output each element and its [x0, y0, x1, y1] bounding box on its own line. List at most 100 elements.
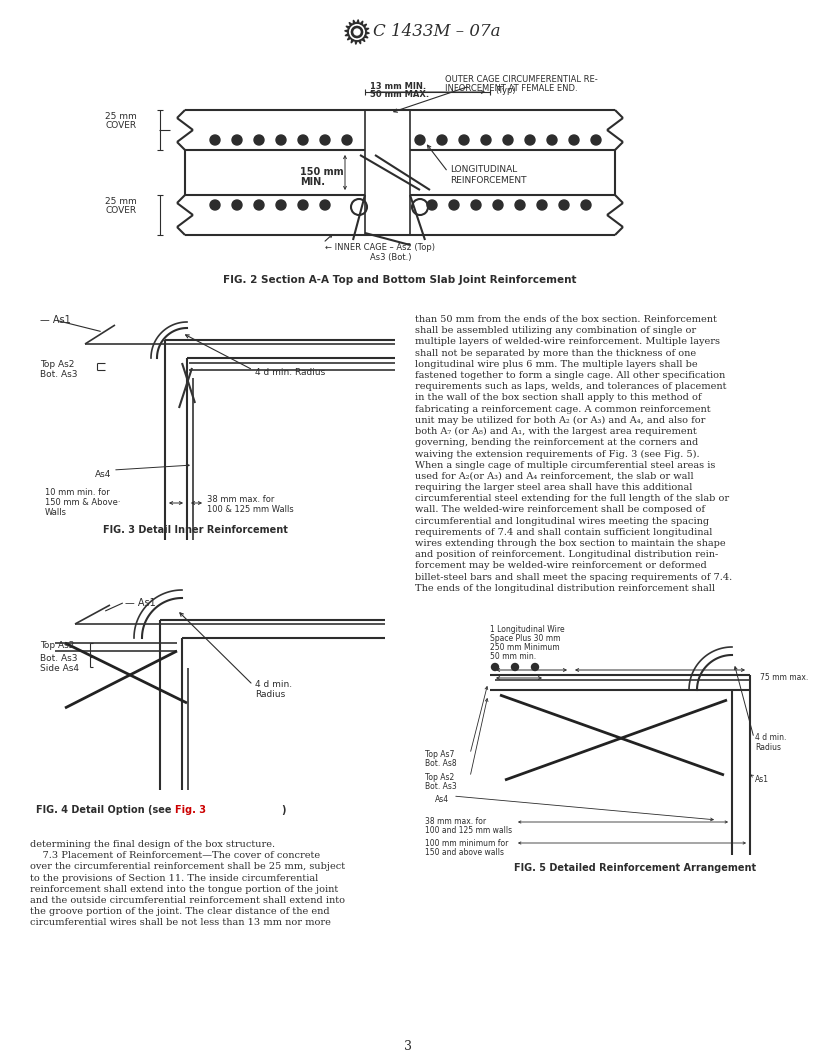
- Text: requirements of 7.4 and shall contain sufficient longitudinal: requirements of 7.4 and shall contain su…: [415, 528, 712, 536]
- Circle shape: [581, 200, 591, 210]
- Text: 150 and above walls: 150 and above walls: [425, 848, 504, 857]
- Text: 75 mm max.: 75 mm max.: [760, 673, 809, 682]
- Circle shape: [437, 135, 447, 145]
- Text: OUTER CAGE CIRCUMFERENTIAL RE-: OUTER CAGE CIRCUMFERENTIAL RE-: [445, 75, 598, 84]
- Circle shape: [232, 135, 242, 145]
- Text: 10 mm min. for: 10 mm min. for: [45, 488, 109, 497]
- Text: the groove portion of the joint. The clear distance of the end: the groove portion of the joint. The cle…: [30, 907, 330, 917]
- Circle shape: [320, 135, 330, 145]
- Circle shape: [481, 135, 491, 145]
- Text: 25 mm: 25 mm: [105, 197, 137, 206]
- Text: 50 mm MAX.: 50 mm MAX.: [370, 90, 429, 99]
- Text: C 1433M – 07a: C 1433M – 07a: [373, 23, 500, 40]
- Circle shape: [276, 200, 286, 210]
- Text: REINFORCEMENT: REINFORCEMENT: [450, 176, 526, 185]
- Text: 50 mm min.: 50 mm min.: [490, 652, 536, 661]
- Text: 13 mm MIN.: 13 mm MIN.: [370, 82, 426, 91]
- Circle shape: [559, 200, 569, 210]
- Circle shape: [352, 26, 362, 38]
- Text: requiring the larger steel area shall have this additional: requiring the larger steel area shall ha…: [415, 483, 692, 492]
- Circle shape: [342, 135, 352, 145]
- Text: Space Plus 30 mm: Space Plus 30 mm: [490, 634, 561, 643]
- Text: used for A₂(or A₃) and A₄ reinforcement, the slab or wall: used for A₂(or A₃) and A₄ reinforcement,…: [415, 472, 694, 480]
- Text: forcement may be welded-wire reinforcement or deformed: forcement may be welded-wire reinforceme…: [415, 562, 707, 570]
- Text: circumferential and longitudinal wires meeting the spacing: circumferential and longitudinal wires m…: [415, 516, 709, 526]
- Text: circumferential wires shall be not less than 13 mm nor more: circumferential wires shall be not less …: [30, 919, 330, 927]
- Text: circumferential steel extending for the full length of the slab or: circumferential steel extending for the …: [415, 494, 730, 504]
- Text: 4 d min.: 4 d min.: [255, 680, 292, 689]
- Text: As4: As4: [95, 470, 111, 479]
- Text: 7.3 Placement of Reinforcement—The cover of concrete: 7.3 Placement of Reinforcement—The cover…: [30, 851, 320, 861]
- Text: Top As2: Top As2: [40, 360, 74, 369]
- Text: and position of reinforcement. Longitudinal distribution rein-: and position of reinforcement. Longitudi…: [415, 550, 718, 560]
- Text: Side As4: Side As4: [40, 664, 79, 673]
- Text: As3 (Bot.): As3 (Bot.): [370, 253, 411, 262]
- Text: unit may be utilized for both A₂ (or A₃) and A₄, and also for: unit may be utilized for both A₂ (or A₃)…: [415, 416, 705, 425]
- Text: 4 d min.: 4 d min.: [755, 733, 787, 742]
- Circle shape: [569, 135, 579, 145]
- Text: billet-steel bars and shall meet the spacing requirements of 7.4.: billet-steel bars and shall meet the spa…: [415, 572, 732, 582]
- Circle shape: [254, 135, 264, 145]
- Circle shape: [525, 135, 535, 145]
- Text: When a single cage of multiple circumferential steel areas is: When a single cage of multiple circumfer…: [415, 460, 716, 470]
- Circle shape: [531, 663, 539, 671]
- Text: 150 mm: 150 mm: [300, 167, 344, 177]
- Text: ): ): [282, 805, 286, 815]
- Text: multiple layers of welded-wire reinforcement. Multiple layers: multiple layers of welded-wire reinforce…: [415, 338, 720, 346]
- Text: 38 mm max. for: 38 mm max. for: [425, 817, 486, 826]
- Circle shape: [537, 200, 547, 210]
- Circle shape: [503, 135, 513, 145]
- Text: longitudinal wire plus 6 mm. The multiple layers shall be: longitudinal wire plus 6 mm. The multipl…: [415, 360, 698, 369]
- Circle shape: [591, 135, 601, 145]
- Text: Radius: Radius: [255, 690, 286, 699]
- Text: — As1: — As1: [40, 315, 71, 325]
- Text: As1: As1: [755, 775, 769, 784]
- Text: than 50 mm from the ends of the box section. Reinforcement: than 50 mm from the ends of the box sect…: [415, 315, 717, 324]
- Circle shape: [515, 200, 525, 210]
- Circle shape: [512, 663, 518, 671]
- Text: shall not be separated by more than the thickness of one: shall not be separated by more than the …: [415, 348, 696, 358]
- Circle shape: [471, 200, 481, 210]
- Text: The ends of the longitudinal distribution reinforcement shall: The ends of the longitudinal distributio…: [415, 584, 715, 592]
- Text: INFORCEMENT AT FEMALE END.: INFORCEMENT AT FEMALE END.: [445, 84, 578, 93]
- Text: waiving the extension requirements of Fig. 3 (see Fig. 5).: waiving the extension requirements of Fi…: [415, 450, 699, 458]
- Text: Bot. As3: Bot. As3: [425, 782, 457, 791]
- Text: governing, bending the reinforcement at the corners and: governing, bending the reinforcement at …: [415, 438, 698, 447]
- Text: 150 mm & Above·: 150 mm & Above·: [45, 498, 121, 507]
- Text: wall. The welded-wire reinforcement shall be composed of: wall. The welded-wire reinforcement shal…: [415, 506, 705, 514]
- Circle shape: [298, 200, 308, 210]
- Text: Top As2: Top As2: [40, 641, 74, 650]
- Text: As4: As4: [435, 795, 449, 804]
- Text: Fig. 3: Fig. 3: [175, 805, 206, 815]
- Text: Radius: Radius: [755, 743, 781, 752]
- Text: 4 d min. Radius: 4 d min. Radius: [255, 367, 326, 377]
- Text: 250 mm Minimum: 250 mm Minimum: [490, 643, 560, 652]
- Circle shape: [493, 200, 503, 210]
- Text: wires extending through the box section to maintain the shape: wires extending through the box section …: [415, 539, 725, 548]
- Text: Top As7: Top As7: [425, 750, 455, 759]
- Text: FIG. 5 Detailed Reinforcement Arrangement: FIG. 5 Detailed Reinforcement Arrangemen…: [514, 863, 756, 873]
- Text: COVER: COVER: [105, 121, 136, 130]
- Circle shape: [459, 135, 469, 145]
- Text: 100 mm minimum for: 100 mm minimum for: [425, 840, 508, 848]
- Text: and the outside circumferential reinforcement shall extend into: and the outside circumferential reinforc…: [30, 895, 345, 905]
- Text: to the provisions of Section 11. The inside circumferential: to the provisions of Section 11. The ins…: [30, 873, 318, 883]
- Text: requirements such as laps, welds, and tolerances of placement: requirements such as laps, welds, and to…: [415, 382, 726, 391]
- Text: (Typ): (Typ): [495, 86, 516, 95]
- Circle shape: [276, 135, 286, 145]
- Text: LONGITUDINAL: LONGITUDINAL: [450, 165, 517, 174]
- Circle shape: [427, 200, 437, 210]
- Text: MIN.: MIN.: [300, 177, 325, 187]
- Text: determining the final design of the box structure.: determining the final design of the box …: [30, 840, 275, 849]
- Circle shape: [449, 200, 459, 210]
- Circle shape: [547, 135, 557, 145]
- Text: Walls: Walls: [45, 508, 67, 517]
- Text: fabricating a reinforcement cage. A common reinforcement: fabricating a reinforcement cage. A comm…: [415, 404, 711, 414]
- Text: COVER: COVER: [105, 206, 136, 215]
- Text: FIG. 4 Detail Option (see: FIG. 4 Detail Option (see: [36, 805, 175, 815]
- Circle shape: [254, 200, 264, 210]
- Text: Bot. As8: Bot. As8: [425, 759, 457, 768]
- Text: — As1: — As1: [125, 598, 156, 608]
- Text: 38 mm max. for: 38 mm max. for: [207, 495, 274, 504]
- Text: fastened together to form a single cage. All other specification: fastened together to form a single cage.…: [415, 371, 725, 380]
